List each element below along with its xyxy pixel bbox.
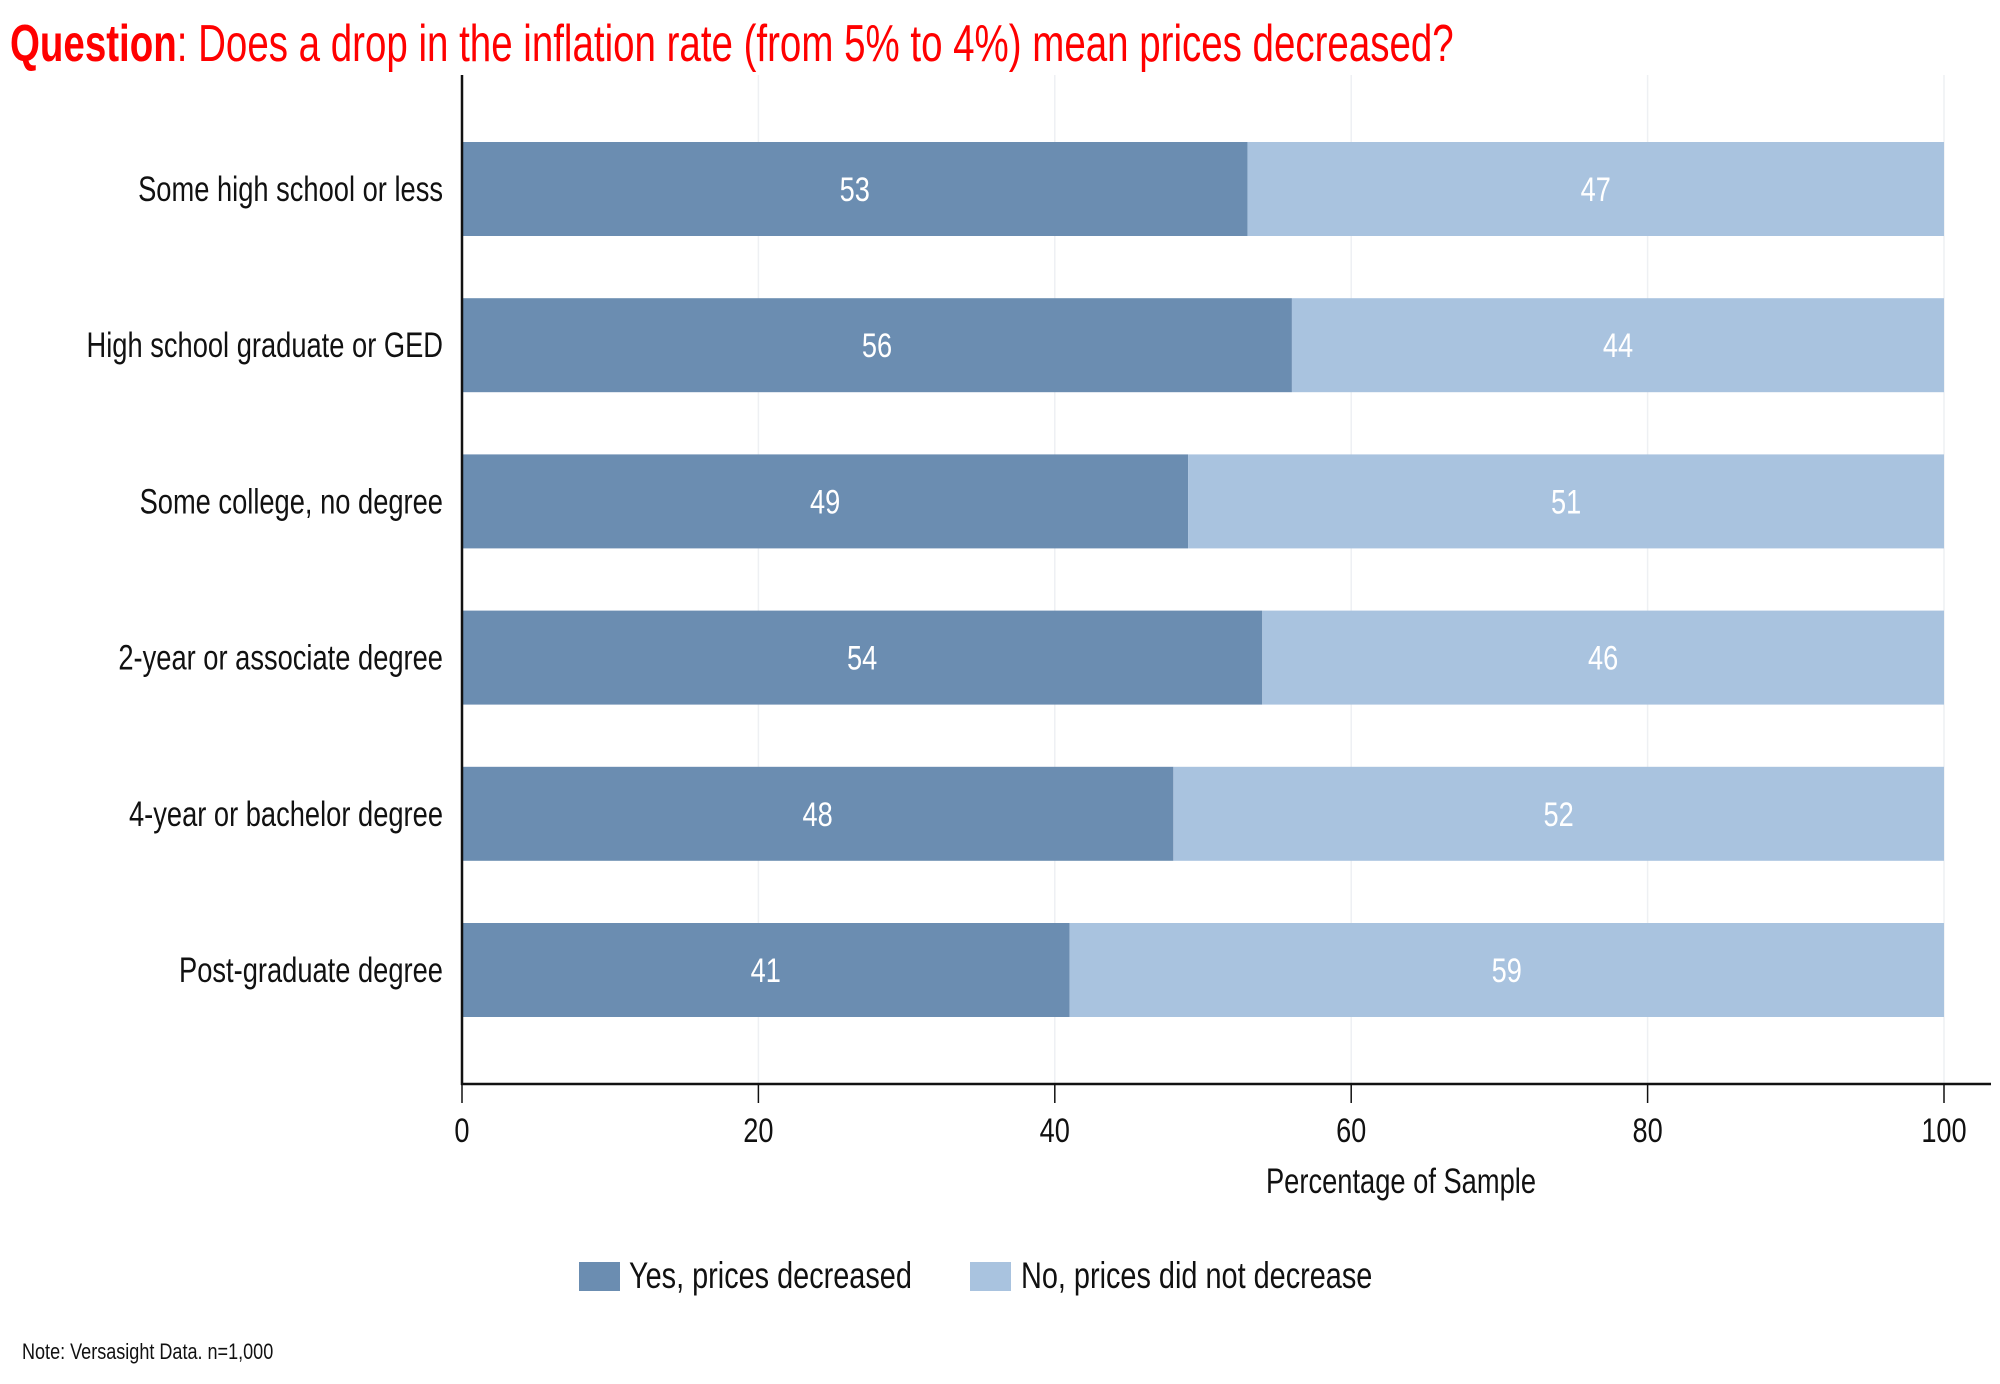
bar-value-label: 47 [1581,170,1611,209]
bar-segment-no [1188,454,1944,549]
bars: 53 47 56 44 49 51 54 46 48 52 41 59 [462,142,1944,1017]
footnote-text: Note: Versasight Data. n=1,000 [22,1339,274,1364]
category-label: High school graduate or GED [87,326,443,365]
category-labels: Some high school or less High school grad… [87,170,443,990]
legend-item-no: No, prices did not decrease [970,1255,1372,1297]
bar-segment-yes [462,923,1070,1017]
bar-segment-no [1291,298,1944,393]
bar-value-label: 44 [1603,326,1633,365]
bar-segment-no [1262,610,1944,705]
bar-value-label: 49 [810,482,840,521]
legend-label-yes: Yes, prices decreased [629,1255,912,1296]
x-tick-label: 40 [1040,1111,1070,1150]
bar-value-label: 46 [1588,639,1618,678]
bar-segment-no [1173,766,1944,861]
bar-value-label: 56 [862,326,892,365]
category-label: 4-year or bachelor degree [129,795,443,834]
bar-value-label: 59 [1492,951,1522,990]
x-axis-ticks: 0 20 40 60 80 100 [454,1084,1967,1150]
bar-segment-yes [462,610,1263,705]
bar-segment-yes [462,766,1174,861]
legend-swatch-no [970,1261,1011,1291]
legend: Yes, prices decreased No, prices did not… [579,1255,1372,1297]
bar-segment-yes [462,142,1248,236]
category-label: Some high school or less [138,170,443,209]
category-label: 2-year or associate degree [118,638,443,677]
bar-value-label: 48 [803,795,833,834]
title-text: : Does a drop in the inflation rate (fro… [176,15,1454,73]
legend-item-yes: Yes, prices decreased [579,1255,970,1297]
x-tick-label: 80 [1632,1111,1662,1150]
x-tick-label: 20 [743,1111,773,1150]
legend-swatch-yes [579,1261,620,1291]
legend-label-no: No, prices did not decrease [1021,1255,1373,1296]
gridlines [757,75,1945,1084]
title-prefix: Question [10,15,177,73]
chart-title: Question: Does a drop in the inflation r… [10,12,1961,76]
bar-value-label: 41 [751,951,781,990]
x-tick-label: 60 [1336,1111,1366,1150]
bar-value-label: 51 [1551,482,1581,521]
category-label: Post-graduate degree [179,951,443,990]
bar-segment-no [1247,142,1944,236]
category-label: Some college, no degree [140,482,443,521]
footnote: Note: Versasight Data. n=1,000 [22,1339,328,1365]
bar-segment-yes [462,298,1292,393]
x-tick-label: 0 [454,1111,469,1150]
bar-segment-no [1069,923,1944,1017]
bar-value-label: 54 [847,639,877,678]
x-tick-label: 100 [1921,1111,1966,1150]
bar-value-label: 52 [1544,795,1574,834]
bar-segment-yes [462,454,1189,549]
bar-value-label: 53 [840,170,870,209]
x-axis-title: Percentage of Sample [1266,1162,1536,1201]
